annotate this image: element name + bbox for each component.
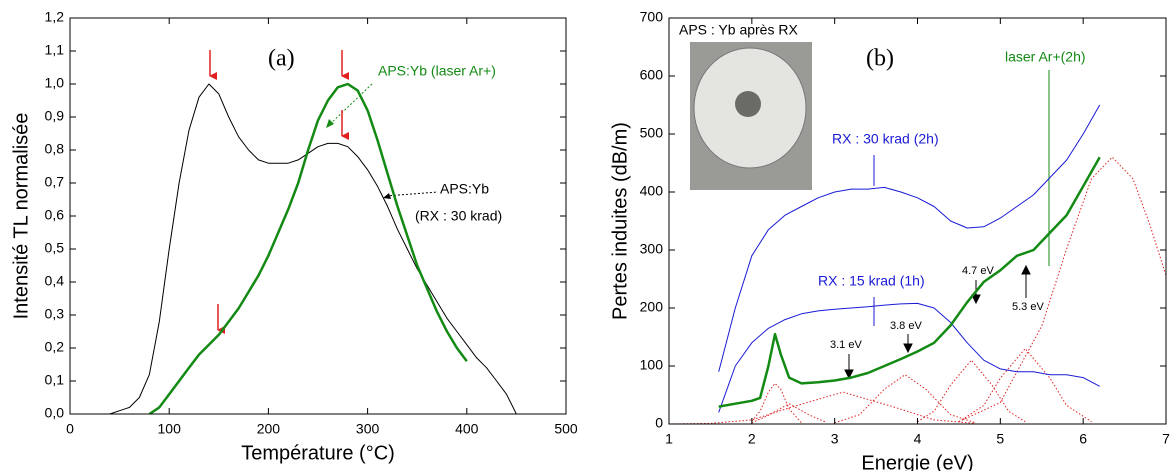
y-tick-label: 0,8: [45, 141, 65, 157]
y-tick-label: 400: [640, 183, 664, 199]
series-line: [958, 348, 1092, 423]
peak-arrows: 3.1 eV 3.8 eV 4.7 eV 5.3 eV: [830, 264, 1044, 380]
y-tick-label: 1,2: [45, 9, 65, 25]
arrow-head: [844, 369, 854, 380]
series-line: [148, 82, 468, 414]
inset-caption: APS : Yb après RX: [679, 22, 798, 38]
series-line: [751, 403, 827, 424]
y-tick-label: 500: [640, 125, 664, 141]
series-label: RX : 30 krad (2h): [832, 131, 939, 147]
pointer-head: [383, 193, 391, 199]
x-axis-title: Energie (eV): [861, 452, 973, 471]
series-line: [718, 104, 1101, 372]
series-line: [718, 156, 1101, 408]
series-line: [718, 302, 1100, 413]
x-tick-label: 2: [748, 431, 756, 447]
y-tick-label: 200: [640, 299, 664, 315]
y-tick-label: 0,4: [45, 273, 65, 289]
y-tick-label: 0,1: [45, 372, 65, 388]
series-line: [834, 374, 976, 424]
annotation: (RX : 30 krad): [415, 208, 502, 224]
arrow-head: [1021, 264, 1031, 275]
x-tick-label: 500: [554, 421, 578, 437]
series-label: APS:Yb (laser Ar+): [378, 63, 496, 79]
peak-label: 5.3 eV: [1012, 301, 1044, 313]
x-tick-label: 100: [158, 421, 182, 437]
x-tick-label: 5: [996, 431, 1004, 447]
x-tick-label: 1: [665, 431, 673, 447]
x-tick-label: 0: [66, 421, 74, 437]
y-tick-label: 300: [640, 241, 664, 257]
series-label: RX : 15 krad (1h): [818, 273, 925, 289]
x-tick-label: 6: [1079, 431, 1087, 447]
series-line: [109, 83, 517, 414]
peak-label: 3.8 eV: [890, 320, 922, 332]
plot: 0 100 200 300 400 500 0,0 0,1 0,2 0,3 0,4 0,5 0,6 0,7…: [10, 9, 578, 465]
y-tick-label: 700: [640, 9, 664, 25]
x-tick-label: 200: [257, 421, 281, 437]
y-tick-label: 100: [640, 357, 664, 373]
y-tick-label: 0,5: [45, 240, 65, 256]
series-line: [958, 156, 1166, 423]
red-arrows: [209, 50, 349, 334]
series-line: [751, 382, 802, 424]
arrow-head: [903, 343, 913, 354]
x-tick-label: 7: [1162, 431, 1170, 447]
y-axis-title: Intensité TL normalisée: [10, 113, 32, 320]
y-tick-label: 0,9: [45, 108, 65, 124]
y-tick-label: 0,3: [45, 306, 65, 322]
y-tick-label: 0: [655, 415, 663, 431]
peak-label: 3.1 eV: [830, 339, 862, 351]
pointer: [325, 83, 373, 129]
pointer-head: [326, 119, 334, 128]
photo-center: [735, 91, 761, 117]
x-tick-label: 4: [914, 431, 922, 447]
plot: 1 2 3 4 5 6 7 0 100 200 300 400 500 600 700 Energie (eV…: [609, 9, 1170, 471]
series-line: [669, 391, 976, 424]
y-axis-title: Pertes induites (dB/m): [609, 122, 631, 320]
panel-label: (a): [268, 46, 295, 72]
series-line: [917, 359, 1026, 423]
x-tick-label: 3: [831, 431, 839, 447]
series-label: laser Ar+(2h): [1005, 49, 1086, 65]
peak-label: 4.7 eV: [962, 265, 994, 277]
y-tick-label: 0,0: [45, 405, 65, 421]
y-tick-label: 600: [640, 67, 664, 83]
panel-label: (b): [866, 46, 894, 72]
x-tick-label: 400: [455, 421, 479, 437]
y-tick-label: 1,1: [45, 42, 65, 58]
series-label: APS:Yb: [440, 181, 489, 197]
y-tick-label: 1,0: [45, 75, 65, 91]
x-tick-label: 300: [356, 421, 380, 437]
y-tick-label: 0,7: [45, 174, 65, 190]
x-axis-title: Température (°C): [241, 442, 395, 464]
y-tick-label: 0,2: [45, 339, 65, 355]
arrow-head: [971, 294, 981, 305]
y-tick-label: 0,6: [45, 207, 65, 223]
